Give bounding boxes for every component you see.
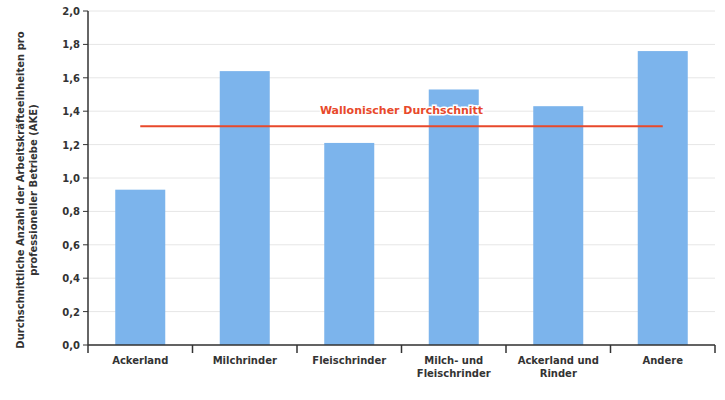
bar bbox=[429, 89, 479, 345]
x-tick bbox=[87, 345, 89, 353]
title-line: Durchschnittliche Anzahl der Arbeitskräf… bbox=[15, 31, 26, 348]
bar bbox=[533, 106, 583, 345]
y-tick-label: 1,2 bbox=[62, 140, 80, 151]
y-tick-label: 1,8 bbox=[62, 39, 80, 50]
y-tick-label: 0,8 bbox=[62, 206, 80, 217]
y-tick-label: 0,4 bbox=[62, 273, 80, 284]
grid-line bbox=[88, 211, 715, 212]
x-tick-label: Fleischrinder bbox=[312, 355, 386, 366]
label-line: Fleischrinder bbox=[417, 368, 491, 379]
y-tick-label: 1,0 bbox=[62, 173, 80, 184]
grid-line bbox=[88, 11, 715, 12]
x-tick-label: Ackerland und Rinder bbox=[518, 355, 599, 379]
grid-line bbox=[88, 311, 715, 312]
bar bbox=[115, 190, 165, 345]
grid-line bbox=[88, 178, 715, 179]
x-tick bbox=[610, 345, 612, 353]
bar bbox=[324, 143, 374, 345]
x-tick bbox=[505, 345, 507, 353]
y-tick-label: 1,6 bbox=[62, 73, 80, 84]
y-axis-title: Durchschnittliche Anzahl der Arbeitskräf… bbox=[15, 31, 39, 348]
x-tick bbox=[401, 345, 403, 353]
x-tick bbox=[296, 345, 298, 353]
grid-line bbox=[88, 244, 715, 245]
y-tick-label: 0,6 bbox=[62, 240, 80, 251]
title-line: professioneller Betriebe (AKE) bbox=[28, 104, 39, 275]
y-tick-label: 0,2 bbox=[62, 307, 80, 318]
bar bbox=[638, 51, 688, 345]
bar bbox=[220, 71, 270, 345]
x-tick-label: Milchrinder bbox=[213, 355, 277, 366]
chart: 0,0 0,2 0,4 0,6 0,8 1,0 1,2 1,4 1,6 1,8 2,0 Walloni… bbox=[0, 0, 725, 400]
grid-line bbox=[88, 278, 715, 279]
label-line: Andere bbox=[642, 355, 683, 366]
x-tick-label: Andere bbox=[642, 355, 683, 366]
x-tick bbox=[192, 345, 194, 353]
label-line: Ackerland bbox=[112, 355, 168, 366]
label-line: Rinder bbox=[540, 368, 577, 379]
average-line bbox=[140, 125, 663, 127]
x-tick bbox=[714, 345, 716, 353]
y-tick-label: 0,0 bbox=[62, 340, 80, 351]
x-tick-label: Milch- und Fleischrinder bbox=[417, 355, 491, 379]
grid-line bbox=[88, 77, 715, 78]
label-line: Milchrinder bbox=[213, 355, 277, 366]
label-line: Ackerland und bbox=[518, 355, 599, 366]
grid-line bbox=[88, 44, 715, 45]
bars bbox=[115, 51, 688, 345]
x-tick-label: Ackerland bbox=[112, 355, 168, 366]
grid-line bbox=[88, 144, 715, 145]
label-line: Milch- und bbox=[424, 355, 483, 366]
average-label: Wallonischer Durchschnitt bbox=[320, 104, 483, 117]
label-line: Fleischrinder bbox=[312, 355, 386, 366]
y-axis bbox=[87, 11, 89, 345]
y-tick-label: 2,0 bbox=[62, 6, 80, 17]
y-tick-label: 1,4 bbox=[62, 106, 80, 117]
